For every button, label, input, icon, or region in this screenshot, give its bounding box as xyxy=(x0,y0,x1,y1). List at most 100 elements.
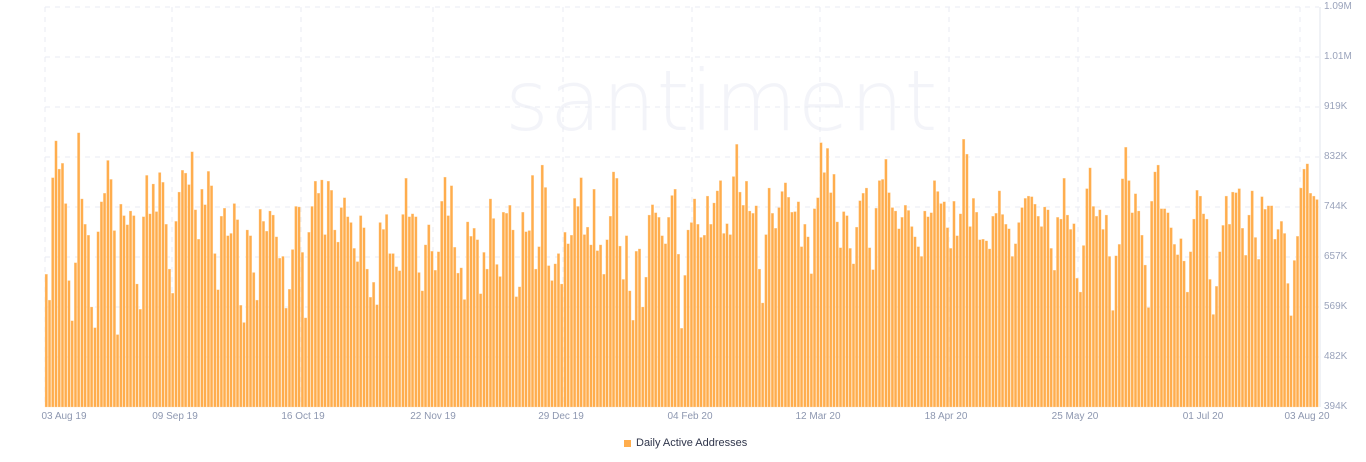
bar[interactable] xyxy=(1221,225,1225,408)
bar[interactable] xyxy=(206,171,210,408)
bar[interactable] xyxy=(61,163,64,408)
bar[interactable] xyxy=(816,197,820,408)
legend-item-daily-active-addresses[interactable]: Daily Active Addresses xyxy=(624,437,747,449)
bar[interactable] xyxy=(524,231,528,408)
bar[interactable] xyxy=(1198,195,1202,408)
bar[interactable] xyxy=(297,206,301,408)
bar[interactable] xyxy=(1121,178,1124,408)
bar[interactable] xyxy=(485,268,489,408)
bar[interactable] xyxy=(64,203,68,408)
bar[interactable] xyxy=(51,177,55,408)
bar[interactable] xyxy=(806,236,810,408)
bar[interactable] xyxy=(281,256,285,408)
bar[interactable] xyxy=(505,213,509,408)
bar[interactable] xyxy=(80,198,84,408)
bar[interactable] xyxy=(213,253,217,408)
bar[interactable] xyxy=(777,207,781,408)
bar[interactable] xyxy=(125,224,129,408)
bar[interactable] xyxy=(589,244,593,408)
bar[interactable] xyxy=(913,236,917,408)
bar[interactable] xyxy=(320,179,324,408)
bar[interactable] xyxy=(372,282,376,408)
bar[interactable] xyxy=(997,190,1001,408)
bar[interactable] xyxy=(275,236,278,408)
bar[interactable] xyxy=(378,222,382,408)
bar[interactable] xyxy=(845,215,849,408)
bar[interactable] xyxy=(158,172,162,408)
bar[interactable] xyxy=(751,213,755,408)
bar[interactable] xyxy=(1305,163,1309,408)
bar[interactable] xyxy=(352,248,356,408)
bar[interactable] xyxy=(738,191,742,408)
bar[interactable] xyxy=(407,216,411,408)
bar[interactable] xyxy=(1069,229,1073,408)
bar[interactable] xyxy=(673,189,677,408)
bar[interactable] xyxy=(1176,254,1180,408)
bar[interactable] xyxy=(978,239,982,408)
bar[interactable] xyxy=(245,229,249,408)
bar[interactable] xyxy=(774,228,778,408)
bar[interactable] xyxy=(459,267,463,408)
bar[interactable] xyxy=(1147,307,1150,408)
bar[interactable] xyxy=(890,207,894,408)
bar[interactable] xyxy=(1299,187,1303,408)
bar[interactable] xyxy=(359,215,363,408)
bar[interactable] xyxy=(1101,229,1105,408)
bar[interactable] xyxy=(310,206,314,408)
bar[interactable] xyxy=(1056,217,1060,408)
bar[interactable] xyxy=(1283,233,1287,408)
bar[interactable] xyxy=(1185,291,1189,408)
bar[interactable] xyxy=(1270,205,1274,408)
bar[interactable] xyxy=(48,299,51,408)
bar[interactable] xyxy=(709,224,713,408)
bar[interactable] xyxy=(291,249,295,408)
bar[interactable] xyxy=(1250,190,1254,408)
bar[interactable] xyxy=(800,246,804,408)
bar[interactable] xyxy=(988,248,992,408)
bar[interactable] xyxy=(680,328,684,408)
bar[interactable] xyxy=(498,276,502,408)
bar[interactable] xyxy=(197,239,201,408)
bar[interactable] xyxy=(168,268,171,408)
bar[interactable] xyxy=(210,185,214,408)
bar[interactable] xyxy=(99,201,103,408)
bar[interactable] xyxy=(946,227,949,408)
bar[interactable] xyxy=(1286,283,1290,408)
bar[interactable] xyxy=(910,226,914,408)
bar[interactable] xyxy=(1156,164,1160,408)
bar[interactable] xyxy=(148,213,152,408)
bar[interactable] xyxy=(450,185,453,408)
bar[interactable] xyxy=(667,217,671,408)
bar[interactable] xyxy=(582,234,586,408)
bar[interactable] xyxy=(129,210,132,408)
bar[interactable] xyxy=(602,274,606,408)
bar[interactable] xyxy=(346,216,350,408)
bar[interactable] xyxy=(745,180,748,408)
bar[interactable] xyxy=(579,177,583,408)
bar[interactable] xyxy=(803,224,807,408)
bar[interactable] xyxy=(741,205,745,408)
bar[interactable] xyxy=(1160,208,1163,408)
bar[interactable] xyxy=(842,211,846,408)
bar[interactable] xyxy=(180,170,184,408)
bar[interactable] xyxy=(971,198,975,408)
bar[interactable] xyxy=(265,230,269,408)
bar[interactable] xyxy=(420,290,424,408)
bar[interactable] xyxy=(132,215,136,408)
bar[interactable] xyxy=(1163,208,1167,408)
bar[interactable] xyxy=(527,230,531,408)
bar[interactable] xyxy=(424,244,427,408)
bar[interactable] xyxy=(1208,279,1212,408)
bar[interactable] xyxy=(203,204,207,408)
bar[interactable] xyxy=(942,201,946,408)
bar[interactable] xyxy=(414,216,418,408)
bar[interactable] xyxy=(466,221,470,408)
bar[interactable] xyxy=(1312,195,1316,408)
bar[interactable] xyxy=(903,205,907,408)
bar[interactable] xyxy=(1033,203,1037,408)
bar[interactable] xyxy=(822,172,826,408)
bar[interactable] xyxy=(573,198,577,408)
bar[interactable] xyxy=(612,171,615,408)
bar[interactable] xyxy=(333,229,337,408)
bar[interactable] xyxy=(116,334,120,408)
